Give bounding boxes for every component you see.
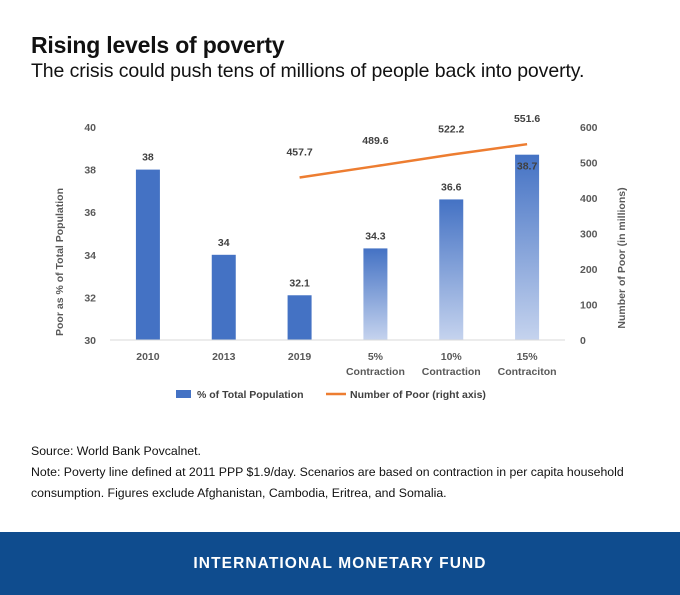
bar-label-3: 34.3 (365, 230, 386, 242)
source-note: Source: World Bank Povcalnet. (31, 444, 201, 458)
y-tick-2: 34 (84, 250, 96, 262)
y-tick-0: 30 (84, 335, 96, 347)
x-tick-1: 2013 (212, 351, 236, 363)
x-tick-5: 15% Contraciton (498, 351, 557, 378)
footer-label: INTERNATIONAL MONETARY FUND (193, 554, 487, 572)
y-tick-4: 38 (84, 165, 96, 177)
y-tick-3: 36 (84, 207, 96, 219)
chart-legend: % of Total Population Number of Poor (ri… (176, 389, 486, 401)
bar-label-4: 36.6 (441, 181, 462, 193)
chart-subtitle: The crisis could push tens of millions o… (31, 60, 585, 82)
bar-label-2: 32.1 (289, 277, 310, 289)
y2-tick-5: 500 (580, 158, 598, 170)
line-label-3: 489.6 (362, 135, 388, 147)
y2-tick-6: 600 (580, 122, 598, 134)
y-axis-title: Poor as % of Total Population (54, 188, 66, 336)
bar-label-0: 38 (142, 152, 154, 164)
line-label-4: 522.2 (438, 124, 464, 136)
footer-banner: INTERNATIONAL MONETARY FUND (0, 532, 680, 595)
legend-line-label: Number of Poor (right axis) (350, 389, 486, 401)
y-tick-5: 40 (84, 122, 96, 134)
number-of-poor-line (299, 142, 528, 179)
y2-tick-2: 200 (580, 264, 598, 276)
bar-5 (515, 154, 540, 340)
x-tick-0: 2010 (136, 351, 160, 363)
legend-bar-swatch (176, 390, 191, 398)
bar-label-5: 38.7 (517, 161, 538, 173)
bar-0 (135, 169, 160, 340)
y2-tick-1: 100 (580, 300, 598, 312)
line-label-2: 457.7 (286, 147, 312, 159)
legend-bar-label: % of Total Population (197, 389, 304, 401)
y2-tick-3: 300 (580, 229, 598, 241)
poverty-chart: 38 34 32.1 34.3 36.6 38.7 457.7 489.6 522.2 551.6… (54, 113, 628, 401)
y2-axis-title: Number of Poor (in millions) (616, 187, 628, 328)
bar-1 (211, 254, 236, 340)
y-tick-1: 32 (84, 292, 96, 304)
chart-notes: Source: World Bank Povcalnet. Note: Pove… (31, 441, 651, 504)
y2-tick-0: 0 (580, 335, 586, 347)
methodology-note: Note: Poverty line defined at 2011 PPP $… (31, 465, 624, 500)
bar-3 (363, 248, 388, 340)
y2-tick-4: 400 (580, 193, 598, 205)
chart-title: Rising levels of poverty (31, 32, 285, 58)
bar-label-1: 34 (218, 237, 230, 249)
bar-2 (287, 295, 312, 340)
x-tick-4: 10% Contraction (422, 351, 481, 378)
x-tick-2: 2019 (288, 351, 312, 363)
line-label-5: 551.6 (514, 113, 540, 125)
bar-4 (439, 199, 464, 340)
x-tick-3: 5% Contraction (346, 351, 405, 378)
